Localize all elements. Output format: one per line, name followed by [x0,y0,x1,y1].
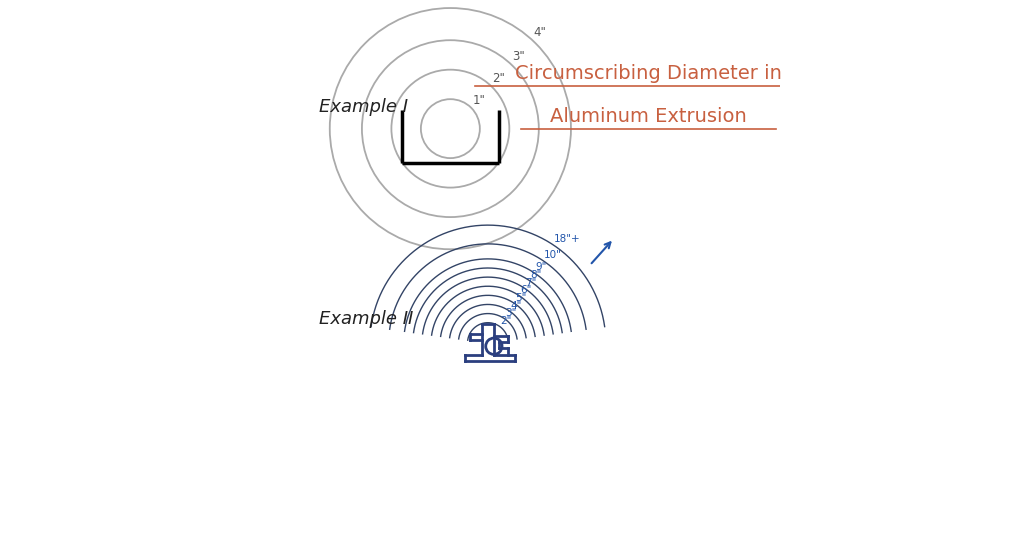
Text: 18"+: 18"+ [554,234,581,244]
Text: 5": 5" [515,293,526,303]
Text: 4": 4" [511,301,522,311]
Text: 4": 4" [534,26,546,39]
Text: 8": 8" [530,270,542,280]
Text: Circumscribing Diameter in: Circumscribing Diameter in [515,64,782,83]
Text: 7": 7" [525,278,537,288]
Text: 3": 3" [506,308,517,318]
Text: 1": 1" [472,94,485,107]
Text: Example I: Example I [319,98,408,116]
Text: 6": 6" [520,285,531,295]
Text: Example II: Example II [319,310,414,328]
Text: 2": 2" [501,316,512,326]
Text: Aluminum Extrusion: Aluminum Extrusion [550,107,748,126]
Text: 10": 10" [544,250,561,260]
Text: 9": 9" [536,263,547,272]
Text: 2": 2" [492,72,505,85]
Text: 3": 3" [512,50,524,63]
